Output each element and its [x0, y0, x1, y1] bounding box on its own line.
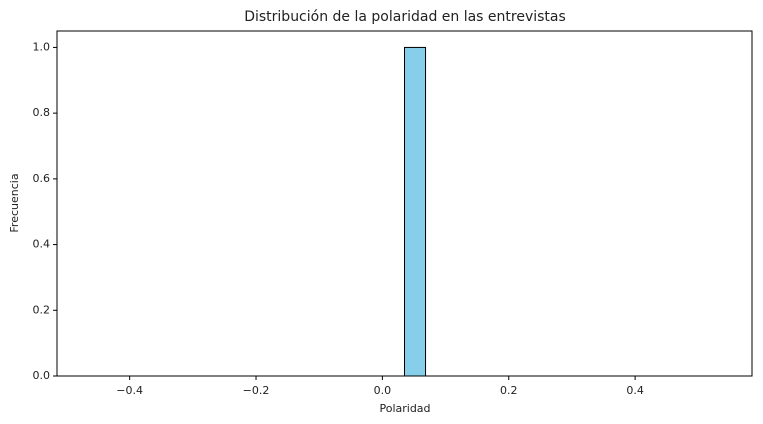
x-tick-label: 0.4 — [626, 384, 644, 397]
x-tick-label: 0.2 — [500, 384, 518, 397]
x-tick-label: 0.0 — [374, 384, 392, 397]
y-axis-label: Frecuencia — [8, 173, 21, 232]
y-tick-label: 1.0 — [33, 40, 51, 53]
x-tick-label: −0.4 — [116, 384, 143, 397]
y-tick-label: 0.2 — [33, 303, 51, 316]
plot-frame — [56, 30, 753, 377]
chart-title: Distribución de la polaridad en las entr… — [244, 9, 566, 25]
y-tick-label: 0.4 — [33, 238, 51, 251]
x-tick-label: −0.2 — [243, 384, 270, 397]
y-tick-label: 0.0 — [33, 369, 51, 382]
bar — [404, 46, 427, 377]
y-tick-label: 0.6 — [33, 172, 51, 185]
x-axis-label: Polaridad — [379, 402, 430, 415]
y-tick-label: 0.8 — [33, 106, 51, 119]
